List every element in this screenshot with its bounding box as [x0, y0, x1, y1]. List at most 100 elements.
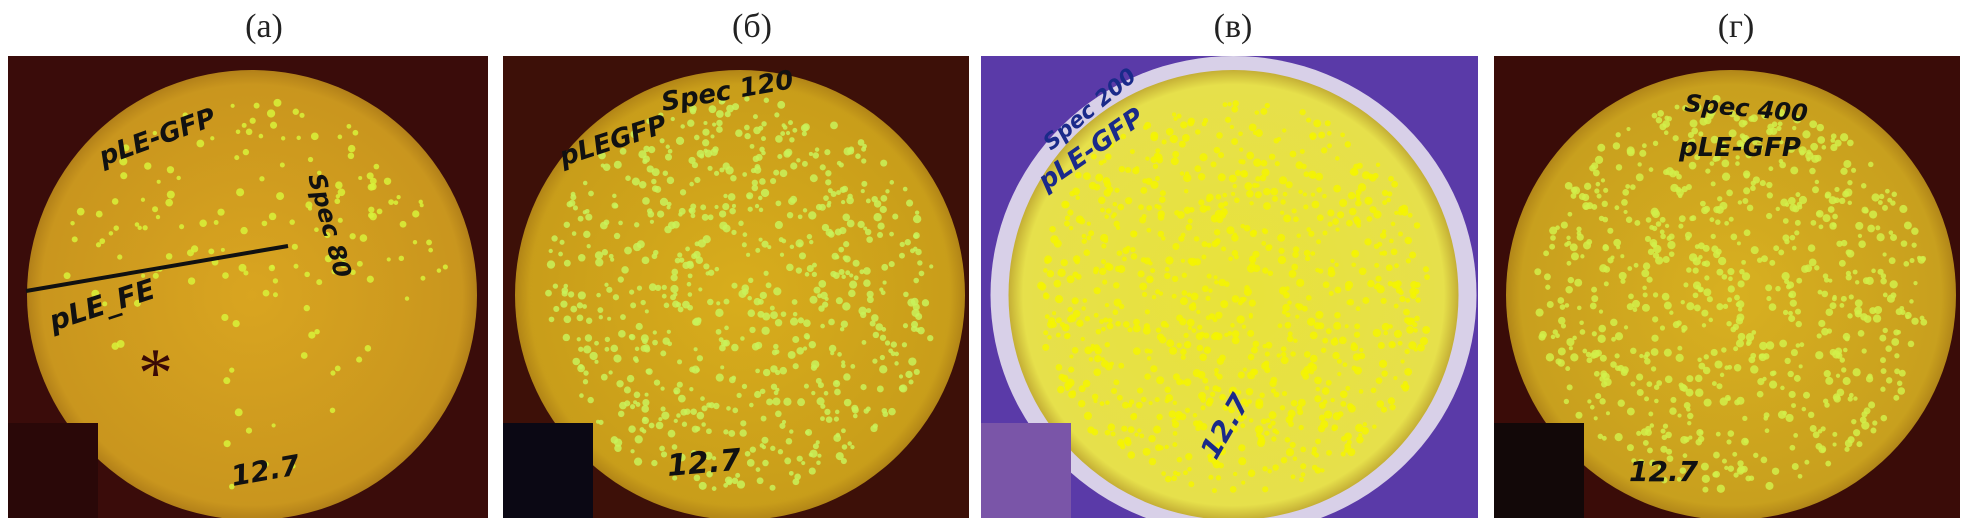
colony	[770, 383, 778, 390]
colony	[713, 402, 720, 410]
colony	[1210, 391, 1216, 397]
colony	[1165, 256, 1174, 265]
colony	[176, 175, 181, 181]
colony	[1830, 143, 1838, 152]
colony	[1324, 410, 1333, 419]
colony	[775, 200, 782, 207]
colony	[1313, 119, 1322, 128]
colony	[1404, 348, 1410, 355]
colony	[1780, 385, 1785, 391]
colony	[879, 354, 885, 361]
colony	[731, 282, 738, 289]
colony	[1181, 290, 1188, 296]
colony	[1335, 156, 1340, 161]
colony	[1393, 375, 1398, 381]
colony	[1148, 277, 1153, 283]
colony	[1641, 143, 1647, 149]
colony	[1242, 172, 1248, 178]
colony	[1622, 188, 1630, 196]
colony	[1394, 263, 1399, 269]
colony	[899, 241, 905, 248]
colony	[1171, 420, 1180, 429]
colony	[1309, 134, 1316, 141]
colony	[712, 146, 719, 153]
colony	[758, 125, 764, 131]
colony	[731, 375, 737, 381]
colony	[902, 323, 909, 329]
colony	[1331, 424, 1338, 431]
colony	[841, 274, 846, 280]
colony	[1782, 309, 1789, 316]
colony	[612, 294, 620, 301]
colony	[846, 196, 854, 205]
colony	[729, 207, 736, 215]
colony	[577, 215, 584, 222]
colony	[291, 464, 296, 469]
colony	[888, 407, 896, 416]
colony	[1827, 206, 1835, 213]
colony	[860, 189, 865, 194]
colony	[747, 295, 752, 301]
colony	[809, 239, 814, 245]
colony	[882, 280, 887, 285]
colony	[667, 221, 676, 230]
colony	[1255, 183, 1260, 188]
colony	[1299, 109, 1306, 116]
colony	[1232, 184, 1237, 189]
colony	[830, 351, 835, 356]
colony	[713, 170, 720, 176]
colony	[1240, 398, 1248, 405]
colony	[769, 305, 775, 311]
colony	[1107, 141, 1114, 148]
colony	[1130, 253, 1138, 260]
colony	[1660, 476, 1668, 484]
colony	[1632, 307, 1638, 313]
colony	[732, 407, 739, 414]
colony	[1298, 424, 1304, 431]
colony	[404, 296, 410, 301]
colony	[1129, 149, 1135, 155]
colony	[680, 124, 685, 129]
colony	[1164, 266, 1170, 272]
colony	[1182, 134, 1190, 142]
colony	[842, 213, 851, 222]
colony	[1055, 332, 1061, 338]
colony	[1816, 333, 1822, 339]
colony	[1284, 437, 1291, 443]
colony	[1600, 178, 1606, 183]
colony	[1626, 407, 1635, 416]
colony	[1814, 179, 1820, 185]
colony	[1298, 189, 1303, 195]
colony	[1868, 161, 1874, 168]
colony	[629, 289, 635, 295]
colony	[156, 179, 161, 184]
colony	[1265, 418, 1271, 423]
colony	[1737, 332, 1746, 341]
colony	[1148, 349, 1153, 354]
colony	[1100, 233, 1109, 243]
colony	[1387, 397, 1395, 405]
colony	[1398, 231, 1403, 237]
colony	[165, 253, 173, 260]
colony	[1576, 305, 1582, 311]
colony	[1265, 341, 1273, 349]
colony	[849, 273, 854, 278]
colony	[1825, 376, 1834, 385]
colony	[913, 277, 920, 284]
colony	[1550, 334, 1556, 340]
colony	[808, 340, 817, 349]
colony	[833, 416, 840, 422]
colony	[1538, 333, 1546, 341]
colony	[235, 129, 241, 135]
colony	[258, 133, 264, 139]
colony	[1086, 235, 1092, 241]
colony	[1891, 338, 1900, 346]
colony	[1566, 384, 1573, 391]
colony	[1650, 207, 1659, 216]
colony	[1400, 204, 1409, 213]
colony	[773, 169, 780, 176]
colony	[568, 199, 576, 207]
colony	[1555, 225, 1560, 230]
colony	[1706, 296, 1713, 303]
colony	[1089, 346, 1095, 352]
